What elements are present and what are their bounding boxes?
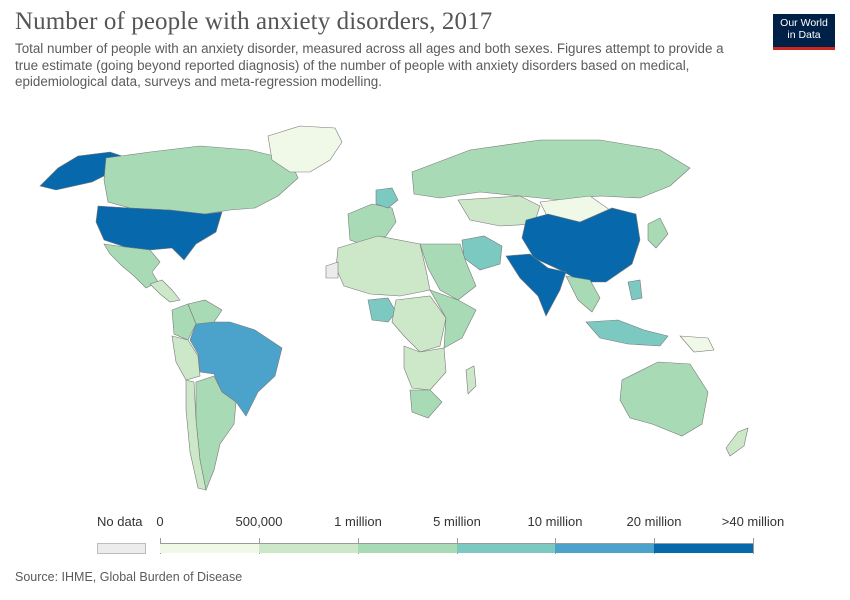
region-indonesia[interactable]: [585, 319, 669, 347]
region-western-europe[interactable]: [347, 203, 397, 247]
region-papua-new-guinea[interactable]: [679, 335, 715, 353]
region-iran[interactable]: [461, 235, 503, 271]
source-note: Source: IHME, Global Burden of Disease: [15, 570, 243, 584]
chart-title: Number of people with anxiety disorders,…: [15, 8, 493, 35]
region-chile[interactable]: [185, 379, 207, 491]
logo-line-2: in Data: [787, 29, 821, 41]
chart-subtitle: Total number of people with an anxiety d…: [15, 41, 724, 89]
legend-tick: [753, 538, 754, 554]
region-peru[interactable]: [171, 335, 201, 381]
legend-no-data-label: No data: [97, 514, 143, 529]
logo-line-1: Our World: [780, 17, 828, 29]
legend-bin[interactable]: [555, 543, 654, 553]
region-philippines[interactable]: [627, 279, 643, 301]
owid-logo[interactable]: Our World in Data: [773, 14, 835, 50]
region-south-africa[interactable]: [409, 389, 443, 419]
legend-bin[interactable]: [654, 543, 753, 553]
legend-tick-label: 1 million: [334, 514, 382, 529]
region-australia[interactable]: [619, 361, 709, 437]
region-central-africa[interactable]: [391, 295, 447, 353]
region-north-africa[interactable]: [335, 235, 431, 297]
region-new-zealand[interactable]: [725, 427, 749, 457]
region-united-states[interactable]: [95, 205, 223, 261]
region-middle-east[interactable]: [419, 243, 477, 301]
region-colombia[interactable]: [171, 303, 197, 341]
region-japan[interactable]: [647, 217, 669, 249]
region-canada[interactable]: [103, 145, 299, 215]
region-greenland[interactable]: [267, 125, 343, 173]
legend-tick-label: 10 million: [527, 514, 583, 529]
region-southern-africa[interactable]: [403, 345, 447, 391]
legend-bin[interactable]: [259, 543, 358, 553]
legend-tick-label: 500,000: [235, 514, 283, 529]
region-southeast-asia[interactable]: [565, 275, 601, 313]
region-venezuela[interactable]: [187, 299, 223, 325]
region-germany[interactable]: [375, 187, 399, 209]
legend-tick-label: 20 million: [626, 514, 682, 529]
region-madagascar[interactable]: [465, 365, 477, 395]
legend-no-data-swatch[interactable]: [97, 543, 146, 554]
region-western-sahara[interactable]: [325, 261, 339, 279]
region-east-africa[interactable]: [429, 289, 477, 349]
region-nigeria[interactable]: [367, 297, 397, 323]
legend-tick-label: 0: [156, 514, 164, 529]
legend-bin[interactable]: [358, 543, 457, 553]
region-mexico[interactable]: [103, 243, 161, 289]
legend-tick-label: >40 million: [721, 514, 785, 529]
legend-bin[interactable]: [160, 543, 259, 553]
region-russia[interactable]: [411, 139, 691, 201]
legend-tick-label: 5 million: [433, 514, 481, 529]
legend-bin[interactable]: [457, 543, 555, 553]
region-india[interactable]: [505, 253, 567, 317]
region-central-america[interactable]: [149, 279, 181, 303]
